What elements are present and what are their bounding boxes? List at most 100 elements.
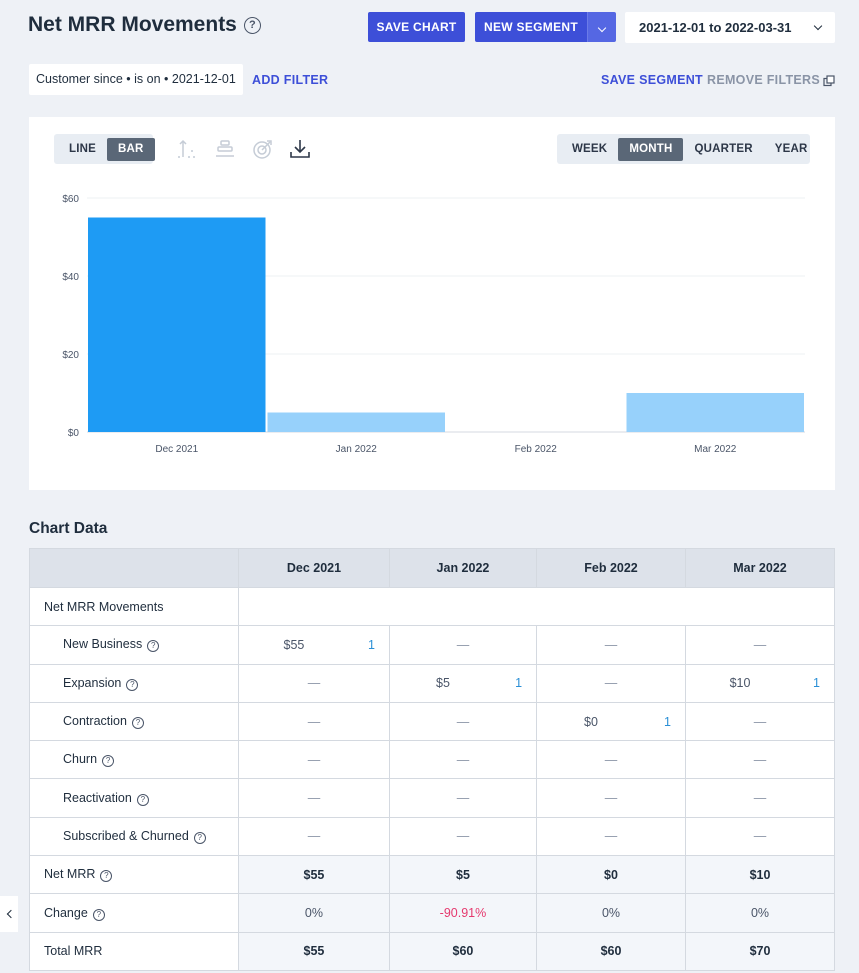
table-row-change: Change? 0% -90.91% 0% 0% [29, 893, 835, 933]
chevron-down-icon [597, 23, 607, 33]
customer-count-link[interactable]: 1 [367, 637, 375, 652]
table-row-subscribed-churned: Subscribed & Churned? — — — — [29, 816, 835, 857]
table-cell: $55 1 [238, 625, 390, 665]
y-tick-label: $60 [62, 194, 79, 205]
axis-icon[interactable] [175, 137, 199, 161]
cell-value: — [307, 752, 321, 767]
help-icon[interactable]: ? [131, 717, 144, 730]
row-label-text: Subscribed & Churned [63, 828, 189, 843]
table-cell: — [238, 778, 390, 818]
row-label-text: Reactivation [63, 790, 132, 805]
page-title-text: Net MRR Movements [28, 13, 237, 36]
cell-value: $55 [283, 637, 305, 652]
chart-type-bar[interactable]: BAR [107, 137, 155, 161]
column-header-dec-2021: Dec 2021 [238, 548, 390, 588]
date-range-picker[interactable]: 2021-12-01 to 2022-03-31 [625, 12, 835, 43]
save-chart-button[interactable]: SAVE CHART [368, 12, 465, 42]
cell-value: $10 [729, 676, 751, 691]
bar-jan-2022[interactable] [267, 412, 446, 433]
row-label: Total MRR [29, 931, 239, 971]
table-cell: $10 1 [685, 663, 835, 703]
stack-icon[interactable] [213, 137, 237, 161]
table-header-corner [29, 548, 239, 588]
help-icon[interactable]: ? [136, 793, 149, 806]
copy-icon[interactable] [823, 75, 835, 87]
table-row-reactivation: Reactivation? — — — — [29, 778, 835, 818]
table-cell: — [388, 816, 538, 857]
cell-value: — [753, 752, 767, 767]
row-label: New Business? [29, 625, 239, 665]
row-label: Churn? [29, 740, 239, 780]
period-week[interactable]: WEEK [572, 142, 608, 155]
row-label-text: Change [44, 905, 88, 920]
row-label: Net MRR Movements [29, 586, 239, 627]
table-row-contraction: Contraction? — — $0 1 — [29, 701, 835, 742]
help-icon[interactable]: ? [100, 870, 113, 883]
cell-value: — [604, 752, 618, 767]
chart-type-toggle: LINE BAR [54, 134, 155, 164]
table-cell: $0 [536, 855, 686, 895]
bar-dec-2021[interactable] [88, 217, 266, 433]
sidebar-collapse-button[interactable] [0, 896, 18, 932]
x-tick-label: Jan 2022 [336, 444, 378, 455]
customer-count-link[interactable]: 1 [664, 714, 671, 729]
cell-value: — [604, 676, 618, 691]
row-label-text: Net MRR Movements [44, 599, 164, 614]
help-icon[interactable]: ? [102, 755, 115, 768]
cell-value: — [604, 791, 618, 806]
table-cell: $5 1 [388, 663, 538, 703]
cell-value: $0 [584, 714, 598, 729]
period-quarter[interactable]: QUARTER [694, 142, 753, 155]
cell-value: — [604, 829, 618, 844]
bar-mar-2022[interactable] [626, 393, 805, 432]
table-cell: $60 [536, 931, 686, 971]
remove-filters-button[interactable]: REMOVE FILTERS [707, 73, 821, 87]
table-cell: $0 1 [536, 701, 686, 742]
new-segment-dropdown-button[interactable] [587, 12, 616, 42]
table-cell: — [685, 778, 835, 818]
customer-count-link[interactable]: 1 [813, 676, 820, 691]
row-label-text: Expansion [63, 675, 122, 690]
row-label: Change? [29, 893, 239, 933]
cell-value: — [753, 791, 767, 806]
table-cell: — [388, 778, 538, 818]
x-tick-label: Feb 2022 [515, 444, 558, 455]
row-label: Contraction? [29, 701, 239, 742]
row-label-text: Churn [63, 752, 98, 767]
table-cell: $5 [388, 855, 538, 895]
group-spacer [238, 586, 835, 627]
row-label: Reactivation? [29, 778, 239, 818]
table-cell: — [388, 625, 538, 665]
table-cell: — [685, 816, 835, 857]
table-cell: — [238, 663, 390, 703]
filter-chip[interactable]: Customer since • is on • 2021-12-01 [29, 64, 243, 95]
cell-value: — [753, 637, 767, 652]
cell-value: — [456, 637, 470, 652]
period-month[interactable]: MONTH [618, 137, 684, 161]
y-tick-label: $20 [62, 350, 79, 361]
add-filter-button[interactable]: ADD FILTER [252, 73, 329, 87]
row-label: Subscribed & Churned? [29, 816, 239, 857]
table-row-churn: Churn? — — — — [29, 740, 835, 780]
table-cell: 0% [238, 893, 390, 933]
help-icon[interactable]: ? [243, 16, 261, 34]
cell-value: — [456, 752, 470, 767]
help-icon[interactable]: ? [92, 908, 105, 921]
save-segment-button[interactable]: SAVE SEGMENT [601, 73, 703, 87]
help-icon[interactable]: ? [193, 831, 206, 844]
new-segment-button[interactable]: NEW SEGMENT [475, 12, 587, 42]
table-cell: -90.91% [388, 893, 538, 933]
table-cell: — [388, 701, 538, 742]
chart-type-line[interactable]: LINE [69, 142, 96, 155]
download-icon[interactable] [288, 137, 312, 161]
goal-icon[interactable] [251, 137, 275, 161]
help-icon[interactable]: ? [147, 640, 160, 653]
cell-value: — [307, 676, 321, 691]
row-label-text: Total MRR [44, 944, 103, 959]
cell-value: — [307, 791, 321, 806]
help-icon[interactable]: ? [126, 678, 139, 691]
row-label: Expansion? [29, 663, 239, 703]
period-year[interactable]: YEAR [774, 142, 808, 155]
customer-count-link[interactable]: 1 [515, 676, 523, 691]
cell-value: — [456, 829, 470, 844]
